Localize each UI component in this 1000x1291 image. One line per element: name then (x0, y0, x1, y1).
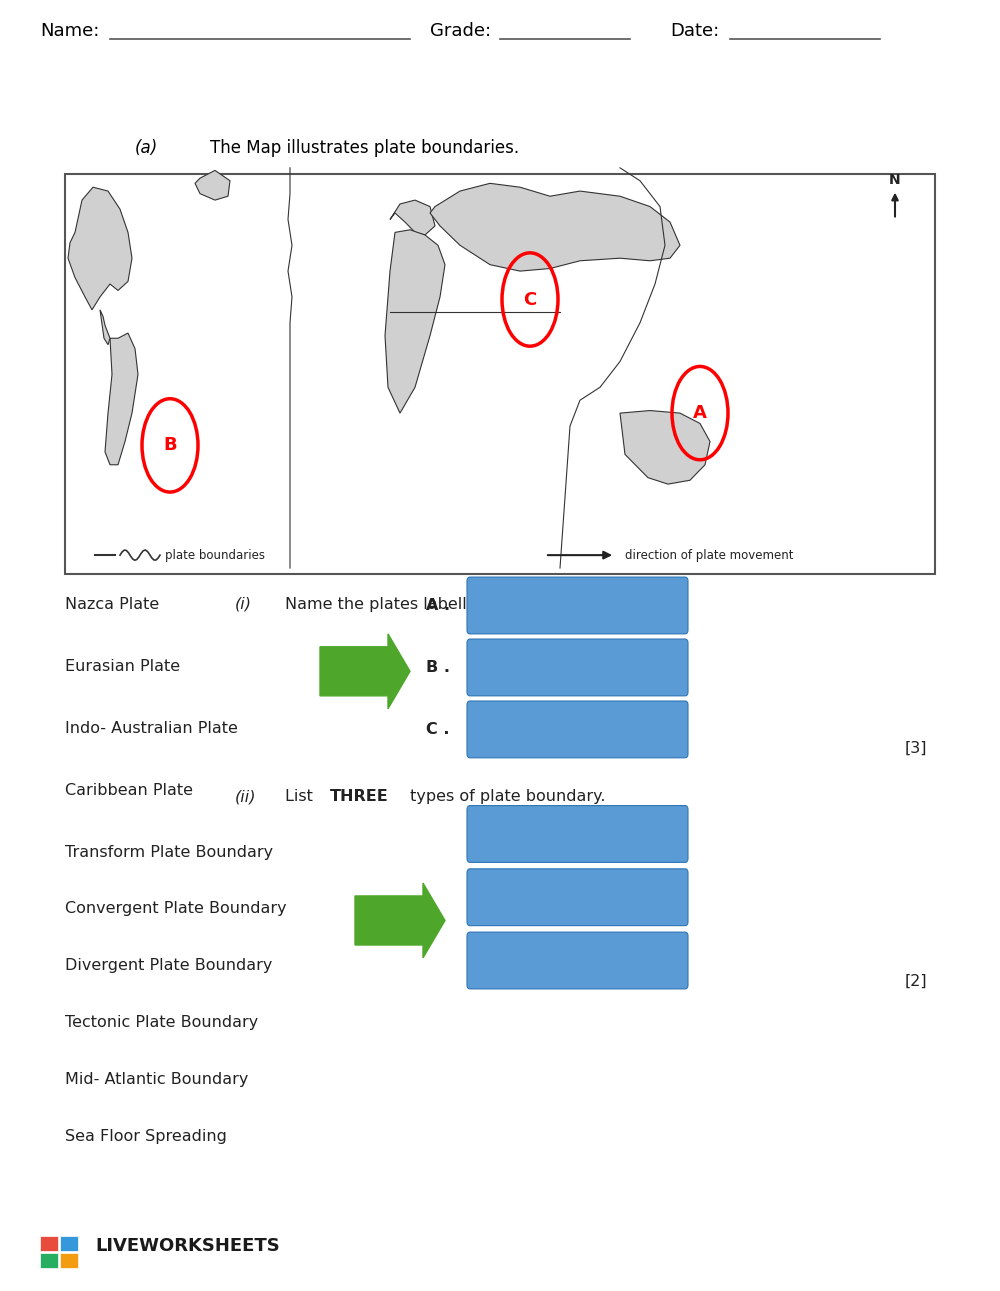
Text: A: A (693, 404, 707, 422)
Polygon shape (105, 333, 138, 465)
FancyBboxPatch shape (467, 806, 688, 862)
Polygon shape (430, 183, 680, 271)
Text: direction of plate movement: direction of plate movement (625, 549, 794, 562)
FancyBboxPatch shape (467, 932, 688, 989)
Text: B: B (163, 436, 177, 454)
Text: plate boundaries: plate boundaries (165, 549, 265, 562)
FancyBboxPatch shape (60, 1235, 78, 1251)
Text: LIVEWORKSHEETS: LIVEWORKSHEETS (95, 1237, 280, 1255)
Text: Name the plates labelled: A: Name the plates labelled: A (285, 596, 508, 612)
Text: Mid- Atlantic Boundary: Mid- Atlantic Boundary (65, 1072, 248, 1087)
Text: Sea Floor Spreading: Sea Floor Spreading (65, 1128, 227, 1144)
FancyBboxPatch shape (467, 869, 688, 926)
Text: (a): (a) (135, 139, 158, 158)
Text: The Map illustrates plate boundaries.: The Map illustrates plate boundaries. (210, 139, 519, 158)
FancyBboxPatch shape (60, 1252, 78, 1268)
Text: Convergent Plate Boundary: Convergent Plate Boundary (65, 901, 287, 917)
Text: [3]: [3] (905, 741, 928, 757)
Polygon shape (390, 200, 435, 235)
Polygon shape (195, 170, 230, 200)
Text: Tectonic Plate Boundary: Tectonic Plate Boundary (65, 1015, 258, 1030)
FancyBboxPatch shape (467, 639, 688, 696)
Text: Nazca Plate: Nazca Plate (65, 596, 159, 612)
Text: THREE: THREE (330, 789, 389, 804)
FancyBboxPatch shape (467, 701, 688, 758)
Text: Name:: Name: (40, 22, 99, 40)
Text: N: N (889, 173, 901, 187)
Text: Caribbean Plate: Caribbean Plate (65, 782, 193, 798)
Polygon shape (68, 187, 132, 310)
Text: Eurasian Plate: Eurasian Plate (65, 658, 180, 674)
Polygon shape (100, 310, 110, 345)
Text: Grade:: Grade: (430, 22, 491, 40)
FancyBboxPatch shape (467, 577, 688, 634)
Text: B .: B . (426, 660, 450, 675)
FancyBboxPatch shape (40, 1235, 58, 1251)
Polygon shape (620, 411, 710, 484)
Text: types of plate boundary.: types of plate boundary. (405, 789, 606, 804)
Polygon shape (385, 230, 445, 413)
Text: List: List (285, 789, 318, 804)
Text: C: C (523, 290, 537, 309)
Text: [2]: [2] (905, 973, 928, 989)
Text: (ii): (ii) (235, 789, 256, 804)
FancyBboxPatch shape (65, 174, 935, 574)
Text: A .: A . (426, 598, 450, 613)
Text: C .: C . (426, 722, 450, 737)
FancyArrow shape (320, 634, 410, 709)
Text: (i): (i) (235, 596, 252, 612)
Text: Transform Plate Boundary: Transform Plate Boundary (65, 844, 273, 860)
FancyBboxPatch shape (40, 1252, 58, 1268)
Text: Date:: Date: (670, 22, 719, 40)
FancyArrow shape (355, 883, 445, 958)
Text: Divergent Plate Boundary: Divergent Plate Boundary (65, 958, 272, 973)
Text: Indo- Australian Plate: Indo- Australian Plate (65, 720, 238, 736)
